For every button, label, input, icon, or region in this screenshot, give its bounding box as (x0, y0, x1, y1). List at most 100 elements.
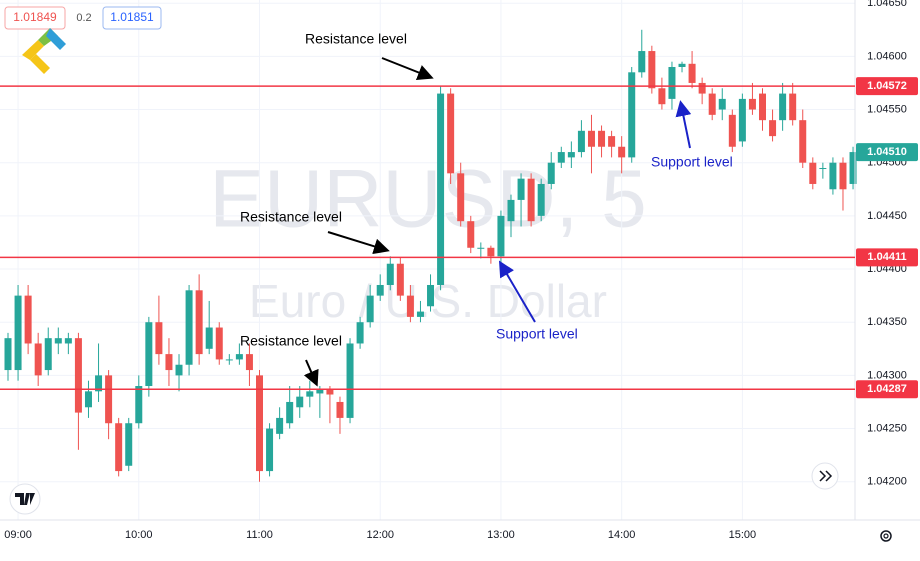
candle-body (396, 263, 404, 296)
candle-body (125, 423, 133, 466)
last-price-label: 1.04510 (867, 146, 907, 158)
overlay: 1.046501.046001.045501.045001.044501.044… (0, 0, 918, 541)
candle-body (678, 63, 686, 67)
candle-body (54, 338, 62, 344)
candle-body (688, 63, 696, 83)
x-tick-label: 09:00 (4, 529, 32, 541)
candle-body (14, 295, 22, 371)
candle-body (205, 327, 213, 349)
candle-body (577, 130, 585, 153)
candle-body (517, 178, 525, 200)
candle-body (437, 93, 445, 285)
candle-body (336, 401, 344, 418)
candle-body (266, 428, 274, 472)
candle-body (799, 120, 807, 163)
tv-logo (9, 483, 41, 515)
candle-body (447, 93, 455, 174)
candle-body (849, 152, 857, 184)
candle-body (105, 375, 113, 424)
candle-body (276, 417, 284, 434)
candle-body (608, 136, 616, 147)
candle-body (256, 375, 263, 472)
candle-body (406, 295, 414, 317)
level-label-bg (856, 380, 918, 399)
candle-body (819, 168, 827, 170)
y-tick-label: 1.04600 (867, 50, 907, 62)
candle-body (386, 263, 394, 285)
candle-body (789, 93, 797, 121)
y-tick-label: 1.04200 (867, 476, 907, 488)
level-label-bg (856, 248, 918, 267)
candle-body (245, 354, 253, 371)
level-label: 1.04411 (867, 251, 906, 263)
annotation: Resistance level (305, 31, 407, 47)
candle-body (376, 284, 384, 296)
candle-body (356, 322, 364, 344)
plot (0, 0, 857, 520)
ask-badge[interactable] (102, 6, 162, 30)
bid-badge[interactable] (4, 6, 66, 30)
bid-price: 1.01849 (13, 10, 57, 24)
candle-body (467, 221, 475, 248)
candle-body (658, 88, 666, 105)
candle-body (4, 338, 12, 371)
candle-body (215, 327, 223, 360)
candle-body (427, 284, 435, 307)
candle-body (748, 98, 756, 110)
candle-body (235, 354, 243, 360)
candle-body (175, 364, 183, 376)
candle-body (698, 82, 706, 94)
candle-body (648, 51, 656, 89)
candle-body (738, 98, 746, 142)
candle-body (286, 401, 294, 424)
scroll-button[interactable] (811, 462, 839, 490)
candle-body (165, 354, 173, 371)
level-label: 1.04287 (867, 383, 907, 395)
candle-body (668, 66, 676, 99)
candle-body (477, 247, 485, 249)
arrow (303, 359, 319, 387)
y-tick-label: 1.04550 (867, 103, 907, 115)
candle-body (628, 72, 636, 158)
candle-body (547, 162, 555, 184)
candle-body (527, 178, 535, 222)
candle-body (618, 146, 626, 158)
level-label: 1.04572 (867, 80, 907, 92)
candle-body (708, 93, 716, 115)
candle-body (84, 391, 92, 408)
x-tick-label: 13:00 (487, 529, 515, 541)
annotation: Resistance level (240, 209, 342, 225)
candle-body (296, 396, 304, 408)
candle-body (638, 51, 646, 73)
candle-body (809, 162, 817, 184)
annotation: Resistance level (240, 333, 342, 349)
candle-body (185, 290, 193, 365)
y-tick-label: 1.04350 (867, 316, 907, 328)
y-tick-label: 1.04300 (867, 369, 907, 381)
candle-body (34, 343, 42, 376)
candle-body (195, 290, 203, 355)
arrow (675, 100, 692, 149)
settings-icon[interactable] (880, 530, 892, 542)
annotation: Support level (496, 326, 578, 342)
arrow (498, 260, 536, 323)
candle-body (497, 215, 505, 257)
arrow (381, 57, 434, 81)
candle-body (95, 375, 103, 392)
candle-body (74, 338, 82, 413)
candle-body (346, 343, 354, 418)
candle-body (64, 338, 72, 344)
ask-price: 1.01851 (110, 10, 154, 24)
candle-body (718, 98, 726, 110)
candle-body (457, 173, 465, 222)
candle-body (537, 183, 545, 216)
candle-body (115, 423, 123, 472)
candle-body (507, 199, 515, 222)
spread: 0.2 (76, 12, 91, 24)
x-tick-label: 15:00 (729, 529, 757, 541)
candle-body (769, 120, 777, 137)
last-price-bg (856, 143, 918, 162)
candle-body (829, 162, 837, 190)
